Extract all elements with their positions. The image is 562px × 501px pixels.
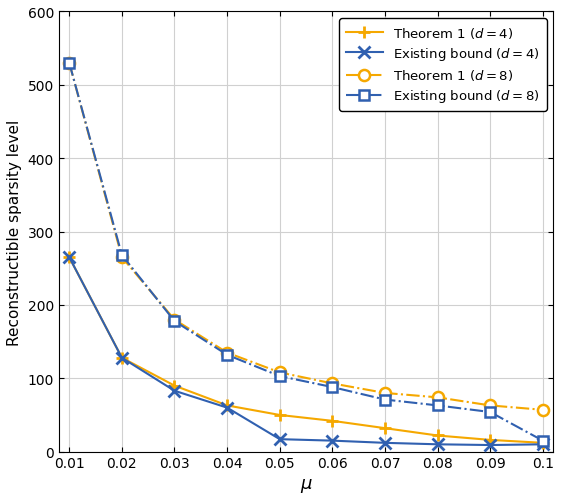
Line: Existing bound ($d = 4$): Existing bound ($d = 4$) (63, 252, 549, 451)
Existing bound ($d = 8$) (224, 352, 230, 358)
Existing bound ($d = 8$) (382, 397, 388, 403)
Existing bound ($d = 8$) (329, 384, 336, 390)
Existing bound ($d = 4$) (434, 441, 441, 447)
Theorem 1 ($d = 4$) (66, 255, 72, 261)
Theorem 1 ($d = 8$) (277, 370, 283, 376)
Theorem 1 ($d = 4$) (119, 355, 125, 361)
Existing bound ($d = 4$) (329, 438, 336, 444)
Theorem 1 ($d = 8$) (224, 350, 230, 356)
Existing bound ($d = 8$) (434, 403, 441, 409)
Existing bound ($d = 4$) (224, 405, 230, 411)
Line: Theorem 1 ($d = 4$): Theorem 1 ($d = 4$) (63, 252, 549, 449)
Theorem 1 ($d = 4$) (171, 383, 178, 389)
Theorem 1 ($d = 8$) (487, 403, 493, 409)
Theorem 1 ($d = 4$) (277, 412, 283, 418)
Existing bound ($d = 8$) (277, 373, 283, 379)
Existing bound ($d = 8$) (66, 61, 72, 67)
Legend: Theorem 1 ($d = 4$), Existing bound ($d = 4$), Theorem 1 ($d = 8$), Existing bou: Theorem 1 ($d = 4$), Existing bound ($d … (339, 19, 547, 112)
Theorem 1 ($d = 8$) (434, 395, 441, 401)
Existing bound ($d = 4$) (540, 441, 546, 447)
Existing bound ($d = 4$) (382, 440, 388, 446)
Theorem 1 ($d = 4$) (434, 433, 441, 439)
Existing bound ($d = 8$) (487, 409, 493, 415)
Existing bound ($d = 4$) (66, 255, 72, 261)
Existing bound ($d = 4$) (119, 355, 125, 361)
Theorem 1 ($d = 8$) (540, 407, 546, 413)
Theorem 1 ($d = 4$) (487, 437, 493, 443)
Existing bound ($d = 4$) (487, 442, 493, 448)
Y-axis label: Reconstructible sparsity level: Reconstructible sparsity level (7, 119, 22, 345)
Theorem 1 ($d = 8$) (382, 390, 388, 396)
Existing bound ($d = 4$) (277, 436, 283, 442)
Theorem 1 ($d = 8$) (171, 317, 178, 323)
Theorem 1 ($d = 8$) (119, 255, 125, 261)
Theorem 1 ($d = 4$) (382, 425, 388, 431)
Existing bound ($d = 8$) (171, 319, 178, 325)
Line: Existing bound ($d = 8$): Existing bound ($d = 8$) (65, 59, 547, 445)
X-axis label: $\mu$: $\mu$ (300, 476, 312, 494)
Theorem 1 ($d = 4$) (540, 440, 546, 446)
Theorem 1 ($d = 4$) (224, 403, 230, 409)
Line: Theorem 1 ($d = 8$): Theorem 1 ($d = 8$) (64, 58, 549, 415)
Existing bound ($d = 8$) (540, 438, 546, 444)
Theorem 1 ($d = 4$) (329, 418, 336, 424)
Existing bound ($d = 4$) (171, 388, 178, 394)
Existing bound ($d = 8$) (119, 253, 125, 259)
Theorem 1 ($d = 8$) (329, 381, 336, 387)
Theorem 1 ($d = 8$) (66, 61, 72, 67)
